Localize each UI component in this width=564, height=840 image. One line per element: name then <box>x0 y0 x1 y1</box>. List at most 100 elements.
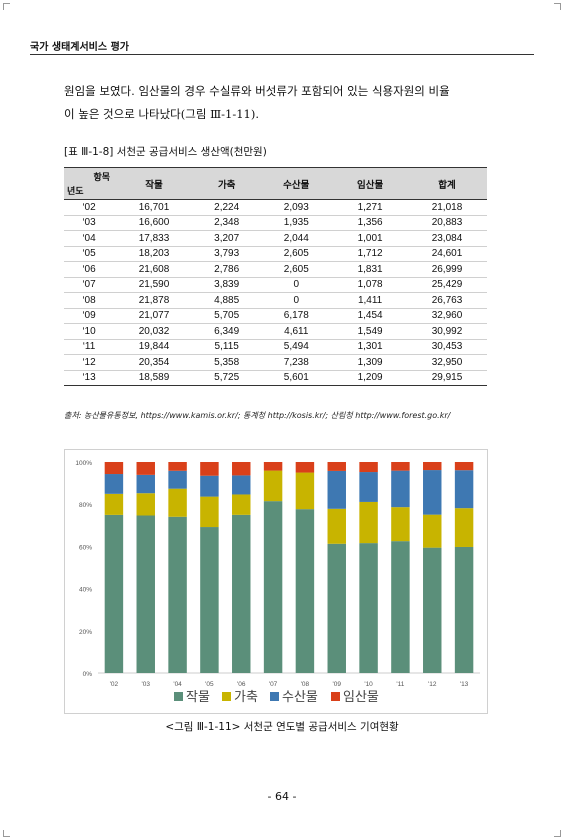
legend-swatch <box>174 692 183 701</box>
year-cell: ‘03 <box>64 215 114 231</box>
value-cell: 25,429 <box>406 277 487 293</box>
column-header: 수산물 <box>259 167 334 200</box>
value-cell: 1,549 <box>333 323 407 340</box>
value-cell: 1,831 <box>333 261 407 278</box>
table-body: ‘02 16,701 2,224 2,093 1,271 21,018 ‘03 16,600 2… <box>64 199 487 386</box>
bar-segment <box>263 462 283 471</box>
value-cell: 5,115 <box>193 339 260 355</box>
x-tick-label: '03 <box>142 681 151 688</box>
bar-segment <box>295 509 315 673</box>
column-header: 작물 <box>114 167 194 200</box>
bar-segment <box>136 474 155 494</box>
column-header: 합계 <box>406 167 487 200</box>
x-tick-label: '11 <box>396 681 404 688</box>
value-cell: 21,018 <box>406 199 487 216</box>
value-cell: 3,793 <box>193 246 260 262</box>
value-cell: 30,453 <box>406 339 487 355</box>
value-cell: 21,878 <box>114 292 194 309</box>
bar-segment <box>136 462 155 475</box>
value-cell: 21,608 <box>114 261 194 278</box>
crop-mark-bottom-right <box>554 830 561 837</box>
x-tick-label: '09 <box>333 681 342 688</box>
value-cell: 2,093 <box>259 199 334 216</box>
value-cell: 1,454 <box>333 308 407 324</box>
value-cell: 1,712 <box>333 246 407 262</box>
x-tick-label: '04 <box>173 681 182 688</box>
value-cell: 3,207 <box>193 230 260 247</box>
y-tick-label: 40% <box>79 587 92 594</box>
value-cell: 4,611 <box>259 323 334 340</box>
value-cell: 0 <box>259 277 334 293</box>
value-cell: 5,725 <box>193 370 260 386</box>
bar-segment <box>359 472 378 502</box>
table-row: ‘10 20,032 6,349 4,611 1,549 30,992 <box>64 323 487 340</box>
year-cell: ‘09 <box>64 308 114 324</box>
value-cell: 24,601 <box>406 246 487 262</box>
bar-segment <box>359 462 378 473</box>
value-cell: 6,178 <box>259 308 334 324</box>
value-cell: 1,078 <box>333 277 407 293</box>
x-tick-label: '06 <box>237 681 246 688</box>
table-row: ‘08 21,878 4,885 0 1,411 26,763 <box>64 292 487 309</box>
body-line: 이 높은 것으로 나타났다(그림 Ⅲ-1-11). <box>64 107 260 121</box>
page-number: - 64 - <box>267 790 297 803</box>
year-cell: ‘13 <box>64 370 114 386</box>
value-cell: 20,883 <box>406 215 487 231</box>
contribution-chart: 0% 20% 40% 60% 80% 100% '02 '03 '04 '05 '06 '07 '08 '… <box>64 449 488 714</box>
bar-segment <box>327 543 346 673</box>
table-row: ‘05 18,203 3,793 2,605 1,712 24,601 <box>64 246 487 262</box>
x-tick-label: '05 <box>205 681 214 688</box>
bar-segment <box>391 541 410 673</box>
value-cell: 2,348 <box>193 215 260 231</box>
year-cell: ‘04 <box>64 230 114 247</box>
bar-segment <box>263 501 283 673</box>
table-row: ‘06 21,608 2,786 2,605 1,831 26,999 <box>64 261 487 278</box>
value-cell: 19,844 <box>114 339 194 355</box>
body-paragraph: 원임을 보였다. 임산물의 경우 수실류와 버섯류가 포함되어 있는 식용자원의… <box>64 80 504 126</box>
table-row: ‘03 16,600 2,348 1,935 1,356 20,883 <box>64 215 487 231</box>
x-tick-label: '12 <box>428 681 437 688</box>
year-cell: ‘10 <box>64 323 114 340</box>
value-cell: 1,209 <box>333 370 407 386</box>
value-cell: 32,960 <box>406 308 487 324</box>
table-caption: [표 Ⅲ-1-8] 서천군 공급서비스 생산액(천만원) <box>64 146 267 158</box>
y-tick-label: 100% <box>75 460 92 467</box>
year-cell: ‘05 <box>64 246 114 262</box>
bar-segment <box>391 507 410 542</box>
bar-segment <box>423 514 442 548</box>
production-table: 항목 년도 작물 가축 수산물 임산물 합계 ‘02 16,701 2,224 2,0… <box>64 167 487 386</box>
bar-segment <box>327 462 346 471</box>
bar-segment <box>232 475 251 495</box>
value-cell: 26,763 <box>406 292 487 309</box>
legend-swatch <box>331 692 340 701</box>
year-cell: ‘11 <box>64 339 114 355</box>
y-tick-label: 20% <box>79 629 92 636</box>
bar-segment <box>200 527 219 673</box>
bar-segment <box>423 462 442 471</box>
legend-label: 가축 <box>234 690 258 705</box>
crop-mark-bottom-left <box>3 830 10 837</box>
bar-segment <box>200 496 219 528</box>
bar-segment <box>295 472 315 510</box>
y-tick-label: 0% <box>83 671 93 678</box>
bar-segment <box>232 462 251 476</box>
bar-segment <box>454 508 474 547</box>
bar-segment <box>232 514 251 673</box>
bar-segment <box>104 462 124 475</box>
table-row: ‘09 21,077 5,705 6,178 1,454 32,960 <box>64 308 487 324</box>
value-cell: 1,356 <box>333 215 407 231</box>
column-header: 임산물 <box>333 167 407 200</box>
value-cell: 2,786 <box>193 261 260 278</box>
value-cell: 1,935 <box>259 215 334 231</box>
bar-segment <box>200 462 219 476</box>
x-tick-label: '10 <box>364 681 373 688</box>
value-cell: 1,271 <box>333 199 407 216</box>
value-cell: 23,084 <box>406 230 487 247</box>
value-cell: 7,238 <box>259 354 334 371</box>
table-corner-cell: 항목 년도 <box>64 167 114 200</box>
bar-segment <box>359 501 378 544</box>
legend-swatch <box>222 692 231 701</box>
legend-label: 임산물 <box>343 690 379 705</box>
x-tick-label: '07 <box>269 681 278 688</box>
header-rule <box>30 54 534 55</box>
